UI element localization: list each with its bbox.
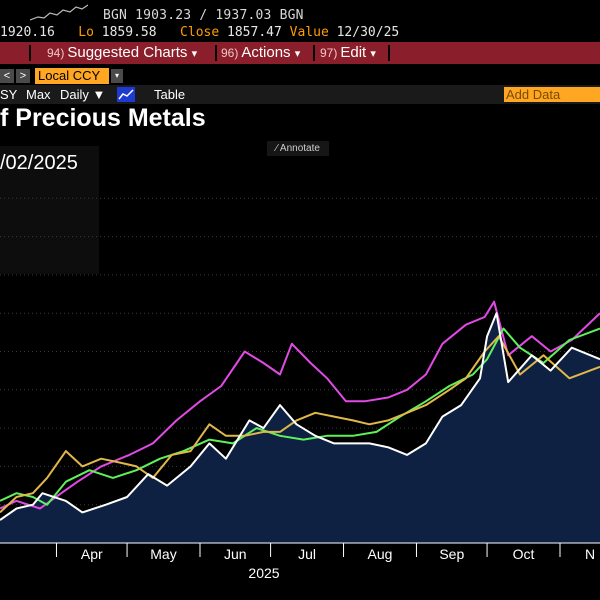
x-tick-label: Aug xyxy=(368,546,393,562)
series-line-4 xyxy=(0,312,600,521)
annotate-button[interactable]: ∕ Annotate xyxy=(267,141,329,156)
function-menu-bar: 94) Suggested Charts ▾ 96) Actions ▾ 97) Ed… xyxy=(0,42,600,64)
x-tick-label: Sep xyxy=(439,546,464,562)
value-label: Value xyxy=(289,25,329,40)
line-chart-icon[interactable] xyxy=(117,87,135,102)
series-line-1 xyxy=(0,300,600,510)
area-fill-shape xyxy=(0,313,600,543)
pencil-icon: ∕ xyxy=(276,143,278,154)
table-view-button[interactable]: Table xyxy=(154,87,186,102)
range-max-button[interactable]: Max xyxy=(26,87,51,102)
frequency-select[interactable]: Daily ▼ xyxy=(60,87,106,102)
close-value: 1857.47 xyxy=(227,25,282,40)
actions-menu[interactable]: 96) Actions ▾ xyxy=(221,44,301,61)
range-toolbar: SY Max Daily ▼ Table Add Data xyxy=(0,85,600,104)
next-arrow-icon[interactable]: > xyxy=(16,69,30,83)
suggested-charts-caret-icon: ▾ xyxy=(191,48,198,60)
date-label: /02/2025 xyxy=(0,152,78,174)
suggested-charts-menu[interactable]: 94) Suggested Charts ▾ xyxy=(47,44,198,61)
legend-panel xyxy=(0,146,99,274)
edit-caret-icon: ▾ xyxy=(370,48,376,60)
currency-dropdown-icon[interactable]: ▾ xyxy=(111,69,123,83)
add-data-input[interactable]: Add Data xyxy=(504,87,600,102)
bid-ask-line: BGN 1903.23 / 1937.03 BGN xyxy=(103,8,304,23)
x-tick-label: Jul xyxy=(298,546,316,562)
close-label: Close xyxy=(180,25,220,40)
x-tick-label: May xyxy=(150,546,176,562)
x-tick-label: Jun xyxy=(224,546,247,562)
currency-select[interactable]: Local CCY xyxy=(35,68,109,84)
range-button-partial[interactable]: SY xyxy=(0,87,18,102)
prev-arrow-icon[interactable]: < xyxy=(0,69,14,83)
lo-value: 1859.58 xyxy=(101,25,157,40)
quote-header: BGN 1903.23 / 1937.03 BGN 1920.16 Lo 185… xyxy=(0,0,600,42)
sparkline-icon xyxy=(30,4,88,21)
year-label: 2025 xyxy=(248,565,279,581)
series-line-2 xyxy=(0,327,600,506)
x-tick-label: Oct xyxy=(513,546,535,562)
price-stats-line: 1920.16 Lo 1859.58 Close 1857.47 Value 1… xyxy=(0,25,399,40)
currency-toolbar: < > Local CCY ▾ xyxy=(0,66,600,86)
area-fill xyxy=(0,313,600,543)
series-line-3 xyxy=(0,335,600,514)
hi-value: 1920.16 xyxy=(0,25,55,40)
series-lines xyxy=(0,300,600,521)
x-tick-label: Apr xyxy=(81,546,103,562)
x-tick-label: N xyxy=(585,546,595,562)
chart-title: f Precious Metals xyxy=(0,104,206,132)
actions-caret-icon: ▾ xyxy=(294,48,301,60)
lo-label: Lo xyxy=(78,25,94,40)
x-axis-ticks: Apr May Jun Jul Aug Sep Oct N xyxy=(55,543,595,562)
value-date: 12/30/25 xyxy=(336,25,400,40)
edit-menu[interactable]: 97) Edit ▾ xyxy=(320,44,376,61)
